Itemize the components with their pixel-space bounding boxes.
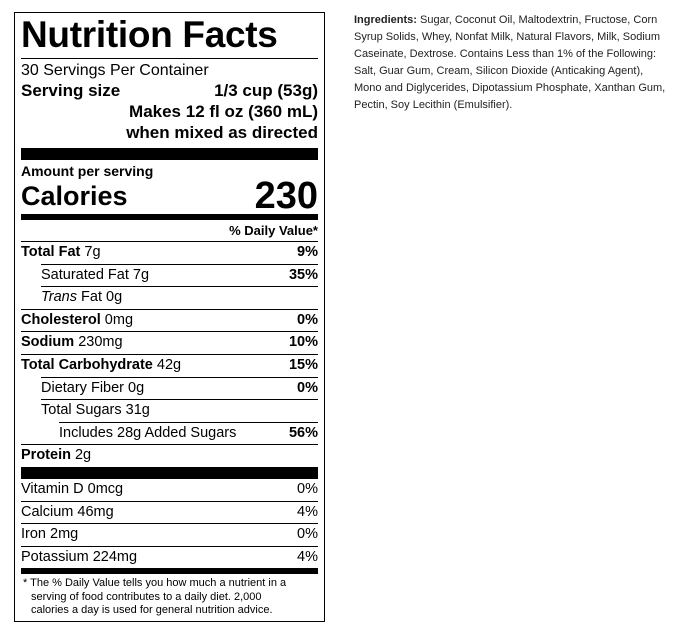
vitamin-label: Vitamin D 0mcg (21, 479, 123, 501)
calories-value: 230 (254, 175, 318, 217)
thick-bar (21, 148, 318, 160)
medium-bar (21, 568, 318, 575)
nutrient-amount: 0g (128, 379, 145, 396)
nutrient-label: Sodium 230mg (21, 332, 123, 354)
vitamin-amount: 0mcg (87, 480, 124, 497)
vitamin-dv: 0% (297, 480, 318, 497)
nutrient-row: Protein 2g (21, 444, 318, 467)
ingredients-text: Sugar, Coconut Oil, Maltodextrin, Fructo… (354, 14, 666, 111)
calories-label: Calories (21, 181, 128, 211)
nutrient-dv: 9% (297, 244, 318, 260)
nutrient-dv: 35% (288, 266, 318, 283)
amount-per-serving: Amount per serving (21, 163, 154, 179)
nutrient-label: Trans Fat 0g (41, 287, 122, 309)
vitamin-row: Vitamin D 0mcg 0% (21, 479, 318, 501)
vitamin-label: Calcium 46mg (21, 502, 114, 524)
nutrient-label: Dietary Fiber 0g (41, 378, 144, 400)
nutrient-row: Saturated Fat 7g 35% (41, 263, 318, 287)
nutrient-amount: 31g (125, 402, 150, 419)
nutrient-name: Total Fat (21, 244, 81, 260)
nutrient-name: Protein (21, 447, 71, 464)
label-title: Nutrition Facts (21, 14, 278, 55)
nutrient-row: Total Fat 7g 9% (21, 241, 318, 264)
nutrients: Total Fat 7g 9% Saturated Fat 7g 35% Trans F… (21, 241, 318, 467)
nutrient-row: Cholesterol 0mg 0% (21, 308, 318, 332)
nutrient-amount: 7g (84, 244, 101, 260)
nutrient-name: Cholesterol (21, 311, 101, 328)
nutrient-name-italic: Trans (41, 289, 77, 306)
nutrient-name: Total Carbohydrate (21, 356, 153, 373)
nutrient-dv: 0% (297, 379, 318, 396)
nutrient-label: Total Fat 7g (21, 242, 101, 264)
vitamin-name: Vitamin D (21, 480, 84, 497)
nutrient-amount: 2g (74, 447, 92, 464)
nutrient-amount: 230mg (78, 334, 123, 351)
nutrient-name: Sodium (21, 334, 75, 351)
nutrition-label: Nutrition Facts 30 Servings Per Containe… (14, 12, 325, 622)
vitamin-label: Potassium 224mg (21, 547, 137, 569)
vitamin-name: Calcium (21, 503, 74, 520)
vitamin-name: Potassium (21, 548, 89, 565)
nutrient-row: Total Carbohydrate 42g 15% (21, 353, 318, 377)
nutrient-dv: 10% (288, 334, 318, 351)
thick-bar (21, 466, 318, 479)
vitamin-row: Potassium 224mg 4% (21, 545, 318, 569)
nutrient-amount: 0g (106, 289, 123, 306)
vitamin-dv: 4% (297, 503, 318, 520)
nutrient-name: Total Sugars (41, 402, 122, 419)
makes-line: Makes 12 fl oz (360 mL) (129, 102, 318, 121)
serving-size-row: Serving size 1/3 cup (53g) (21, 81, 318, 101)
nutrient-name: Fat (81, 289, 102, 306)
servings: 30 Servings Per Container (21, 62, 209, 79)
nutrient-label: Saturated Fat 7g (41, 265, 149, 287)
vitamin-dv: 0% (297, 526, 318, 543)
ingredients-label: Ingredients: (354, 14, 417, 26)
nutrient-dv: 56% (288, 424, 318, 441)
nutrient-name: Includes 28g Added Sugars (59, 424, 237, 441)
vitamin-row: Iron 2mg 0% (21, 523, 318, 546)
vitamin-amount: 224mg (92, 548, 138, 565)
nutrient-label: Includes 28g Added Sugars (59, 423, 236, 445)
nutrient-label: Total Carbohydrate 42g (21, 355, 181, 377)
serving-size-label: Serving size (21, 81, 121, 100)
serving-size: 1/3 cup (53g) (214, 81, 318, 100)
vitamin-label: Iron 2mg (21, 524, 78, 546)
nutrient-row: Sodium 230mg 10% (21, 331, 318, 354)
nutrient-amount: 0mg (104, 311, 134, 328)
nutrient-name: Saturated Fat (41, 266, 129, 283)
nutrient-label: Protein 2g (21, 445, 91, 467)
nutrient-label: Cholesterol 0mg (21, 310, 133, 332)
nutrient-dv: 15% (288, 356, 318, 373)
vitamin-row: Calcium 46mg 4% (21, 500, 318, 524)
nutrient-dv: 0% (297, 311, 318, 328)
vitamins: Vitamin D 0mcg 0% Calcium 46mg 4% Iron 2mg 0%… (21, 479, 318, 568)
footnote: * The % Daily Value tells you how much a… (23, 577, 287, 617)
medium-bar (21, 214, 318, 220)
vitamin-name: Iron (21, 526, 46, 543)
nutrient-amount: 42g (156, 356, 182, 373)
nutrient-name: Dietary Fiber (41, 379, 124, 396)
makes-line: when mixed as directed (126, 123, 318, 142)
divider (21, 58, 318, 59)
vitamin-dv: 4% (297, 548, 318, 565)
vitamin-amount: 46mg (77, 503, 114, 520)
nutrient-row: Trans Fat 0g (41, 286, 318, 309)
nutrient-row: Total Sugars 31g (41, 399, 318, 422)
calories-row: Calories 230 (21, 175, 318, 217)
vitamin-amount: 2mg (50, 526, 79, 543)
ingredients: Ingredients: Sugar, Coconut Oil, Maltode… (354, 12, 672, 114)
nutrient-row: Dietary Fiber 0g 0% (41, 376, 318, 400)
nutrient-label: Total Sugars 31g (41, 400, 150, 422)
nutrient-amount: 7g (132, 266, 150, 283)
daily-value-header: % Daily Value* (229, 223, 318, 238)
nutrient-row: Includes 28g Added Sugars 56% (59, 421, 318, 445)
